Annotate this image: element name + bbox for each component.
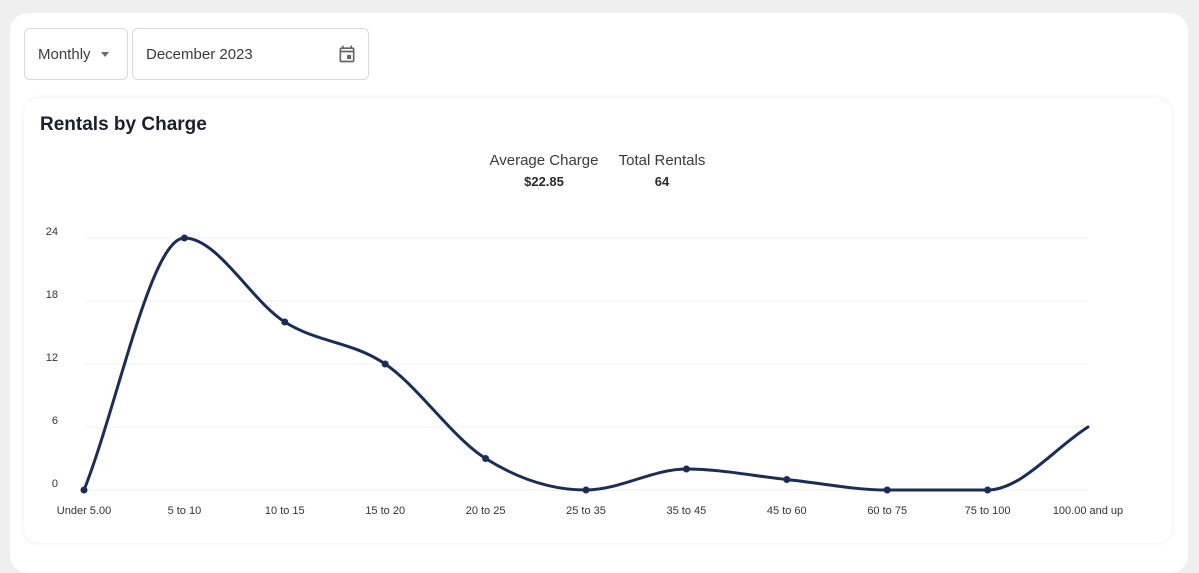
filter-toolbar: Monthly December 2023 [24,28,369,80]
x-tick-label: 25 to 35 [566,505,606,517]
x-tick-label: 5 to 10 [168,505,202,517]
y-tick-label: 0 [52,478,58,490]
x-tick-label: 100.00 and up [1053,505,1123,517]
series-line-layer [82,236,1090,492]
data-point[interactable] [783,476,791,483]
period-select[interactable]: Monthly [24,28,128,80]
report-panel: Monthly December 2023 Rentals by Charge … [10,13,1188,573]
x-tick-label: 15 to 20 [365,505,405,517]
chart-grid [84,237,1088,491]
data-point[interactable] [883,486,891,494]
data-point[interactable] [180,234,188,242]
average-charge-label: Average Charge [489,152,599,169]
period-select-label: Monthly [38,45,91,63]
data-point[interactable] [381,360,389,368]
x-tick-label: 35 to 45 [667,505,707,517]
x-tick-label: 20 to 25 [466,505,506,517]
y-axis-ticks: 0 6 12 18 24 [46,226,58,490]
x-tick-label: 75 to 100 [965,505,1011,517]
x-axis-ticks: Under 5.00 5 to 10 10 to 15 15 to 20 20 to 2… [57,505,1123,517]
total-rentals-label: Total Rentals [618,152,706,169]
month-picker-field[interactable]: December 2023 [132,28,369,80]
calendar-icon[interactable] [337,44,357,64]
x-tick-label: 60 to 75 [867,505,907,517]
average-charge-value: $22.85 [524,174,564,189]
card-title: Rentals by Charge [40,114,207,135]
data-point[interactable] [482,455,490,462]
data-point[interactable] [582,486,590,494]
average-charge-stat: Average Charge $22.85 [486,152,602,189]
y-tick-label: 12 [46,352,58,364]
series-line [82,236,1090,492]
y-tick-label: 6 [52,415,58,427]
total-rentals-value: 64 [654,174,670,189]
series-points [80,234,992,494]
x-tick-label: 45 to 60 [767,505,807,517]
y-tick-label: 18 [46,289,58,301]
data-point[interactable] [80,486,88,494]
data-point[interactable] [281,318,289,326]
data-point[interactable] [984,486,992,494]
total-rentals-stat: Total Rentals 64 [615,152,709,189]
y-tick-label: 24 [46,226,58,238]
rentals-by-charge-card: Rentals by Charge Average Charge $22.85 … [24,98,1172,543]
data-point[interactable] [682,465,690,473]
month-picker-value: December 2023 [146,45,253,63]
chevron-down-icon [100,51,109,57]
rentals-line-chart: 0 6 12 18 24 Under 5.00 5 to 10 10 to 15 15 to … [46,226,1123,517]
x-tick-label: Under 5.00 [57,505,111,517]
x-tick-label: 10 to 15 [265,505,305,517]
